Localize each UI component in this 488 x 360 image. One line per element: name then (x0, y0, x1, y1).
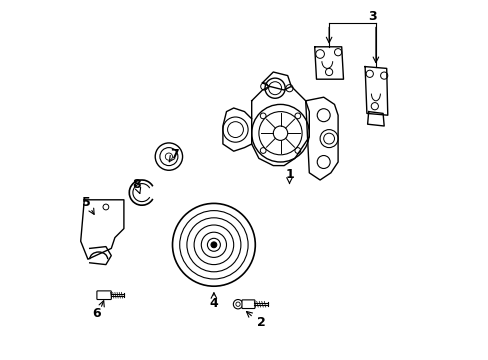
Polygon shape (223, 108, 251, 151)
Polygon shape (305, 97, 337, 180)
Text: 5: 5 (82, 196, 91, 209)
Polygon shape (367, 112, 384, 126)
Text: 8: 8 (132, 178, 141, 191)
Polygon shape (262, 72, 291, 90)
FancyBboxPatch shape (97, 291, 111, 300)
Polygon shape (251, 83, 309, 166)
Text: 2: 2 (257, 316, 265, 329)
Polygon shape (365, 67, 387, 115)
Text: 3: 3 (367, 10, 376, 23)
Text: 4: 4 (209, 297, 218, 310)
FancyBboxPatch shape (242, 300, 254, 309)
Text: 6: 6 (92, 307, 101, 320)
Text: 1: 1 (285, 168, 293, 181)
Polygon shape (314, 47, 343, 79)
Text: 7: 7 (170, 148, 179, 161)
Circle shape (211, 242, 216, 248)
Polygon shape (81, 200, 123, 259)
